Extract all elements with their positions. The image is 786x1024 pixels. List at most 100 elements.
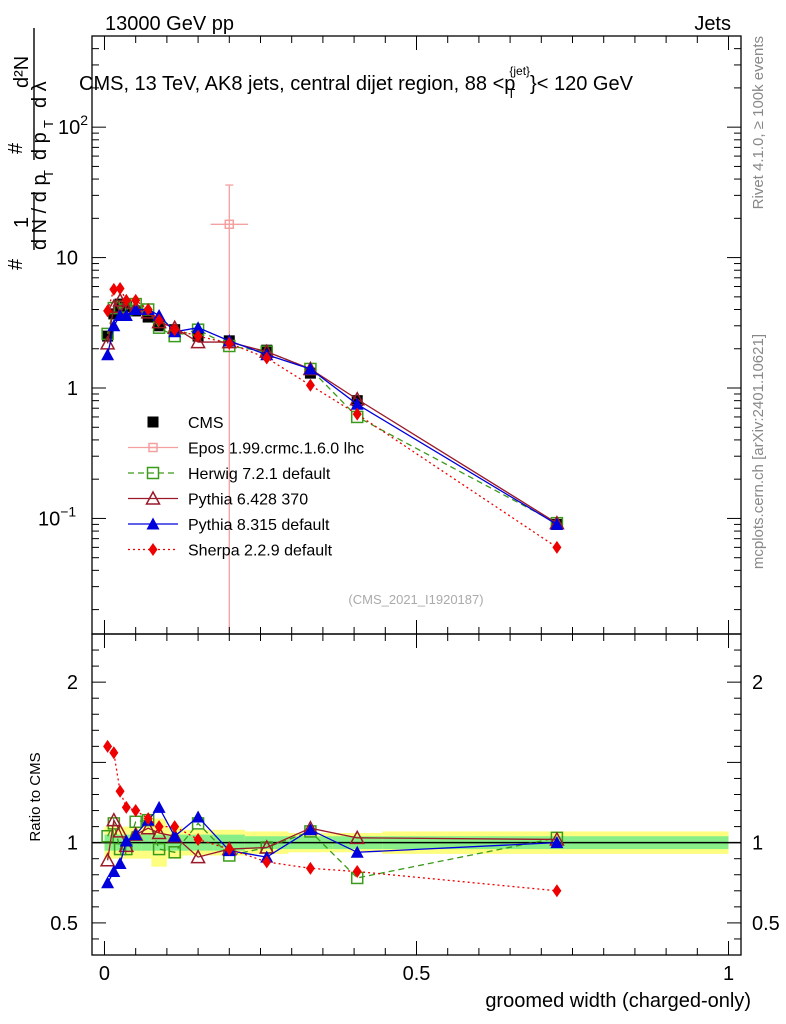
ratio-point [550, 836, 564, 849]
y-tick-label: 102 [58, 112, 88, 139]
ratio-line [106, 818, 557, 861]
legend-label: Sherpa 2.2.9 default [188, 543, 333, 560]
ratio-point [131, 804, 141, 818]
svg-text:T: T [41, 120, 56, 128]
data-point [303, 362, 317, 375]
ratio-point [109, 746, 119, 760]
plot-title-sub: T [507, 86, 515, 101]
ratio-point [115, 784, 125, 798]
ratio-y-tick-label-right: 0.5 [752, 913, 780, 935]
data-point [107, 319, 121, 332]
data-point [119, 308, 133, 321]
plot-title: CMS, 13 TeV, AK8 jets, central dijet reg… [79, 64, 634, 101]
data-point [350, 397, 364, 410]
data-point [115, 281, 125, 295]
ratio-point [193, 832, 203, 846]
ratio-y-tick-label-right: 2 [752, 672, 763, 694]
ratio-point [152, 800, 166, 813]
ratio-point [190, 849, 206, 864]
svg-text:d²N: d²N [11, 56, 33, 88]
x-axis-label: groomed width (charged-only) [485, 990, 751, 1012]
y-axis-title-main: # 1 d N / d p T # d²N d p T d λ [5, 28, 56, 270]
series-Pythia6 [99, 292, 565, 530]
ratio-frame-box [91, 633, 742, 956]
x-tick-label: 0 [99, 963, 110, 985]
side-label-mcplots: mcplots.cern.ch [arXiv:2401.10621] [750, 334, 767, 569]
legend-label: Pythia 6.428 370 [188, 492, 308, 509]
data-point [121, 293, 131, 307]
ratio-y-tick-label-right: 1 [752, 833, 763, 855]
ratio-point [305, 861, 315, 875]
ratio-point [119, 834, 133, 847]
legend-marker [148, 543, 158, 556]
data-point [191, 321, 205, 334]
header-right: Jets [694, 13, 731, 35]
svg-text:1: 1 [11, 217, 33, 228]
ratio-point [170, 820, 180, 834]
legend-label: Epos 1.99.crmc.1.6.0 lhc [188, 441, 364, 458]
ratio-series-Pythia8 [101, 800, 564, 889]
y-tick-label: 10 [56, 248, 78, 270]
data-point [305, 378, 315, 392]
legend-entry: Herwig 7.2.1 default [128, 466, 331, 483]
legend-entry: Pythia 8.315 default [128, 517, 330, 534]
legend-marker [145, 490, 161, 505]
ratio-line [107, 745, 557, 892]
legend-label: Pythia 8.315 default [188, 517, 330, 534]
svg-text:d p: d p [29, 132, 51, 160]
data-point [193, 329, 203, 343]
ratio-point [101, 876, 115, 889]
legend-marker [146, 466, 160, 480]
data-point [101, 348, 115, 361]
main-plot: 10−1 1 10 102 CMS Epos 1.99.crmc.1.6.0 lhc Her… [38, 35, 742, 635]
ratio-point [168, 846, 181, 859]
ratio-y-tick-label: 2 [67, 672, 78, 694]
y-tick-label: 1 [67, 378, 78, 400]
x-tick-label: 0.5 [403, 963, 431, 985]
data-point [143, 302, 153, 316]
series-Sherpa [103, 281, 562, 554]
header-left: 13000 GeV pp [105, 13, 234, 35]
svg-text:d λ: d λ [29, 81, 51, 108]
data-point [190, 334, 206, 349]
ratio-point [99, 852, 116, 867]
plot-title-sup: {jet} [509, 64, 530, 78]
legend-entry: Sherpa 2.2.9 default [128, 543, 333, 560]
side-label-rivet: Rivet 4.1.0, ≥ 100k events [750, 36, 767, 209]
data-point [109, 282, 119, 296]
legend-entry: CMS [147, 415, 224, 432]
ratio-point [350, 845, 364, 858]
ratio-point [106, 812, 122, 827]
legend-label: CMS [188, 415, 224, 432]
plot-title-end: }< 120 GeV [530, 73, 634, 95]
ratio-point [262, 855, 272, 869]
legend-entry: Epos 1.99.crmc.1.6.0 lhc [128, 441, 364, 458]
series-Pythia8 [101, 302, 564, 530]
ratio-point [107, 865, 121, 878]
analysis-id: (CMS_2021_I1920187) [348, 592, 483, 607]
data-point [129, 302, 143, 315]
legend-label: Herwig 7.2.1 default [188, 466, 331, 483]
ratio-y-tick-label: 1 [67, 833, 78, 855]
data-point [224, 336, 234, 350]
series-Epos [210, 184, 249, 634]
data-point [170, 323, 180, 337]
data-point [131, 293, 141, 307]
ratio-point [154, 820, 164, 834]
ratio-point [121, 800, 131, 814]
data-point [142, 311, 154, 323]
data-point [352, 407, 362, 421]
data-point [550, 517, 564, 530]
ratio-point [103, 739, 113, 753]
ratio-point [151, 824, 167, 840]
ratio-point [140, 820, 156, 835]
svg-text:d N / d p: d N / d p [29, 174, 51, 250]
data-point [101, 327, 114, 341]
ratio-point [168, 829, 182, 842]
legend: CMS Epos 1.99.crmc.1.6.0 lhc Herwig 7.2.1 … [128, 415, 364, 560]
x-tick-label: 1 [723, 963, 734, 985]
ratio-point [224, 842, 234, 856]
svg-text:T: T [41, 170, 56, 178]
legend-marker [146, 517, 160, 530]
